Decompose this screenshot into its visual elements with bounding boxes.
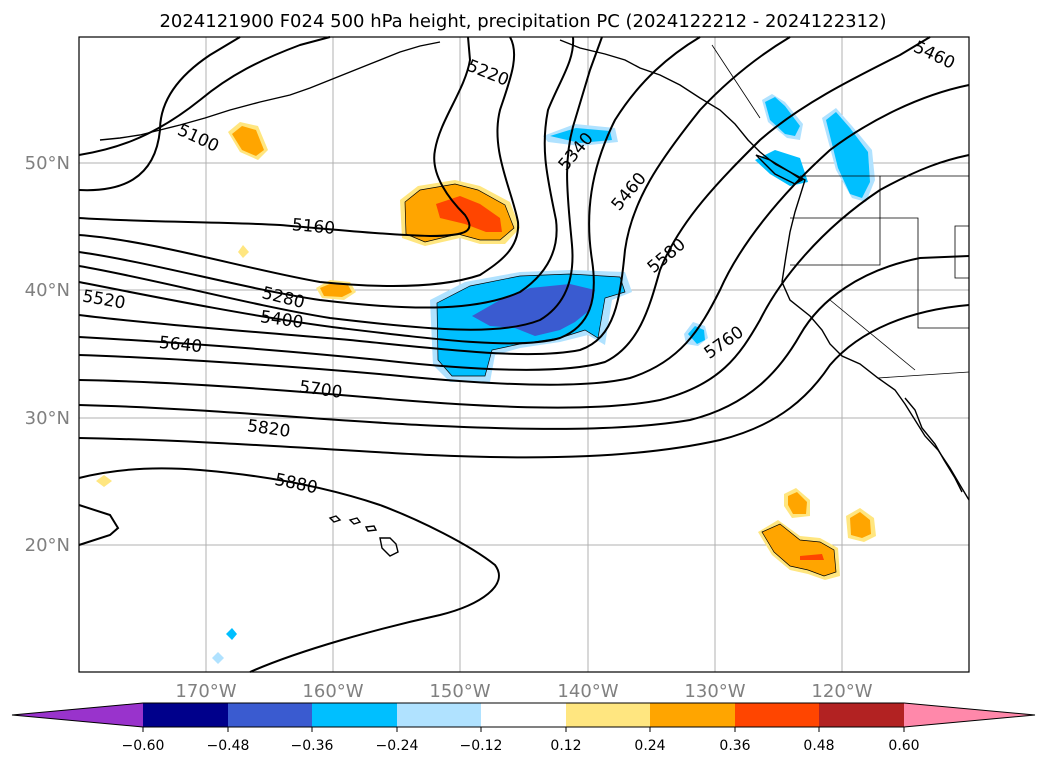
colorbar-tick-label: −0.24 [376,738,419,754]
contour-line [78,36,241,192]
lon-label: 150°W [429,681,490,702]
colorbar-tick-label: −0.36 [291,738,334,754]
colorbar-tick-label: 0.24 [634,738,665,754]
precip-area [320,283,352,297]
map-title: 2024121900 F024 500 hPa height, precipit… [159,11,886,32]
precip-area [226,628,237,640]
contour-line [78,36,575,309]
colorbar-segment [143,703,228,727]
colorbar-extend-high [904,703,1035,727]
precip-area [212,652,224,664]
border [711,44,761,119]
precip-area [436,196,502,232]
contour-line [78,467,500,673]
colorbar-tick-label: −0.12 [460,738,503,754]
colorbar-segment [481,703,566,727]
map-frame [78,36,970,673]
coastline [379,537,399,557]
coastline [559,39,776,165]
border [879,176,969,329]
lon-label: 160°W [302,681,363,702]
precip-area [826,112,870,198]
lat-label: 30°N [25,408,70,429]
border [790,217,881,266]
borders [711,44,970,379]
contour-line [78,84,970,386]
colorbar-segment [735,703,819,727]
longitude-labels: 170°W 160°W 150°W 140°W 130°W 120°W [175,681,872,702]
coastline [328,515,342,523]
colorbar-tick-label: 0.36 [719,738,750,754]
colorbar-tick-label: −0.48 [207,738,250,754]
latitude-labels: 50°N 40°N 30°N 20°N [25,153,70,556]
lon-label: 130°W [684,681,745,702]
lon-label: 140°W [557,681,618,702]
precip-outlines [404,183,837,577]
contour-line [78,36,603,331]
colorbar-segment [819,703,904,727]
colorbar-ticks [142,727,905,732]
precip-area [550,128,612,143]
colorbar: −0.60 −0.48 −0.36 −0.24 −0.12 0.12 0.24 … [11,702,1036,754]
contour-line [78,255,970,430]
precip-area [765,97,800,136]
lat-label: 20°N [25,535,70,556]
colorbar-tick-label: 0.12 [550,738,581,754]
precip-area [800,554,824,560]
colorbar-tick-label: −0.60 [122,738,165,754]
precip-area [472,284,595,336]
contour-line [78,36,472,238]
contour-line [78,154,970,409]
height-contours [78,36,970,673]
coastline [348,517,362,525]
precip-area [232,126,264,156]
colorbar-tick-label: 0.48 [803,738,834,754]
colorbar-segment [228,703,312,727]
lat-label: 40°N [25,280,70,301]
precip-area [238,245,249,258]
contour-line [78,504,120,546]
lon-label: 120°W [811,681,872,702]
colorbar-segment [650,703,735,727]
coastline [774,163,970,501]
precip-outline [404,183,515,243]
colorbar-tick-label: 0.60 [888,738,919,754]
coastlines [99,39,970,557]
contour-line [78,36,701,345]
precip-area [96,475,112,487]
precip-area [850,512,871,538]
border [877,371,970,379]
precip-area [788,492,807,514]
precip-outline [761,523,837,577]
precip-area [688,326,705,344]
contour-line [78,36,520,287]
precip-area [762,524,836,576]
contour-label: 5160 [291,215,336,239]
coastline [755,154,804,185]
colorbar-segment [566,703,650,727]
colorbar-segment [312,703,397,727]
lat-label: 50°N [25,153,70,174]
contour-line [78,304,970,459]
contour-label: 5640 [158,333,203,357]
colorbar-extend-low [12,703,143,727]
lon-label: 170°W [175,681,236,702]
contour-line [78,36,931,371]
coastline [904,397,963,493]
contour-line [78,36,791,356]
border [829,299,916,371]
colorbar-segment [397,703,481,727]
coastline [364,525,378,532]
precip-outline [436,273,626,377]
contour-line [78,36,331,156]
